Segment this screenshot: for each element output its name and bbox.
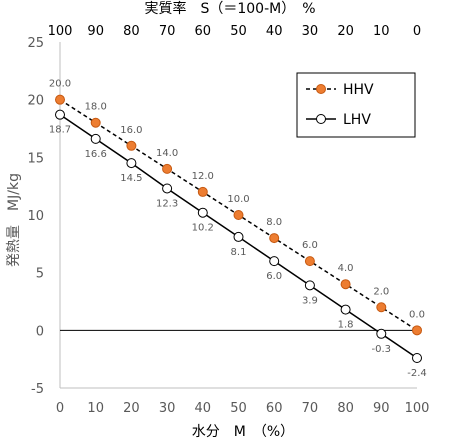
x-tick-label: 0 (56, 401, 64, 416)
point-lhv (340, 304, 351, 315)
data-label-hhv: 4.0 (338, 263, 354, 274)
y-axis-title: 発熱量 MJ/kg (6, 173, 22, 267)
data-label-lhv: -2.4 (407, 368, 427, 379)
data-labels-layer: 20.0 18.0 16.0 14.0 12.0 10.0 8.0 6.0 4.0 2.0 0.0 1… (49, 79, 427, 379)
y-tick-label: 5 (36, 267, 44, 282)
y-tick-label: 10 (27, 209, 44, 224)
x-tick-label: 100 (405, 401, 430, 416)
point-lhv (304, 280, 315, 291)
data-label-hhv: 20.0 (49, 79, 71, 90)
point-lhv (90, 133, 101, 144)
x-tick-label: 30 (159, 401, 176, 416)
top-tick-label: 40 (266, 24, 283, 39)
point-hhv (340, 279, 351, 290)
data-label-hhv: 12.0 (192, 171, 214, 182)
point-hhv (412, 325, 422, 336)
data-label-hhv: 14.0 (156, 148, 178, 159)
data-label-lhv: 1.8 (338, 320, 354, 331)
top-tick-label: 60 (195, 24, 212, 39)
x-tick-label: 60 (266, 401, 283, 416)
point-lhv (162, 183, 173, 194)
legend-label-lhv: LHV (343, 112, 371, 128)
point-hhv (304, 256, 315, 267)
legend-box (296, 72, 416, 138)
x-tick-label: 70 (302, 401, 319, 416)
top-axis-title: 実質率 S（＝100-M） % (144, 0, 315, 17)
x-tick-label: 20 (123, 401, 140, 416)
top-tick-label: 80 (123, 24, 140, 39)
top-tick-label: 50 (230, 24, 247, 39)
y-tick-label: 20 (27, 94, 44, 109)
point-lhv (269, 256, 280, 267)
legend-marker-lhv (316, 114, 326, 124)
data-label-lhv: 8.1 (231, 247, 247, 258)
y-tick-label: 25 (27, 36, 44, 51)
top-tick-label: 20 (337, 24, 354, 39)
x-tick-label: 40 (195, 401, 212, 416)
data-label-hhv: 2.0 (373, 286, 389, 297)
point-hhv (55, 94, 65, 105)
top-tick-label: 10 (373, 24, 390, 39)
data-label-hhv: 10.0 (227, 194, 249, 205)
data-label-lhv: 14.5 (120, 173, 142, 184)
data-label-hhv: 16.0 (120, 125, 142, 136)
top-tick-label: 0 (413, 24, 421, 39)
data-label-hhv: 18.0 (85, 102, 107, 113)
data-label-hhv: 6.0 (302, 240, 318, 251)
y-tick-label: -5 (31, 382, 44, 397)
point-hhv (233, 210, 244, 220)
y-tick-label: 0 (36, 324, 44, 339)
point-lhv (412, 353, 422, 364)
top-tick-label: 90 (87, 24, 104, 39)
legend-label-hhv: HHV (343, 82, 374, 98)
point-lhv (376, 328, 387, 339)
y-tick-label: 15 (27, 151, 44, 166)
point-lhv (197, 207, 208, 218)
data-label-lhv: -0.3 (372, 344, 392, 355)
top-tick-label: 30 (302, 24, 319, 39)
x-tick-label: 10 (87, 401, 104, 416)
legend: HHV LHV (296, 72, 416, 138)
data-label-lhv: 6.0 (266, 271, 282, 282)
top-tick-label: 100 (48, 24, 73, 39)
data-label-lhv: 12.3 (156, 198, 178, 209)
x-tick-label: 50 (230, 401, 247, 416)
x-tick-label: 90 (373, 401, 390, 416)
data-label-lhv: 10.2 (192, 223, 214, 234)
point-hhv (269, 233, 280, 244)
point-hhv (90, 117, 101, 128)
point-lhv (55, 109, 65, 120)
x-tick-label: 80 (337, 401, 354, 416)
data-label-lhv: 16.6 (85, 149, 107, 160)
top-tick-label: 70 (159, 24, 176, 39)
data-label-lhv: 3.9 (302, 295, 318, 306)
point-hhv (376, 302, 387, 313)
data-label-hhv: 0.0 (409, 309, 425, 320)
point-hhv (197, 186, 208, 197)
x-axis-title: 水分 M （%） (192, 424, 294, 440)
data-label-hhv: 8.0 (266, 217, 282, 228)
series-layer (55, 94, 422, 364)
point-lhv (126, 158, 137, 169)
point-hhv (126, 140, 137, 151)
point-hhv (162, 163, 173, 174)
point-lhv (233, 231, 244, 242)
legend-marker-hhv (316, 84, 326, 94)
data-label-lhv: 18.7 (49, 125, 71, 136)
